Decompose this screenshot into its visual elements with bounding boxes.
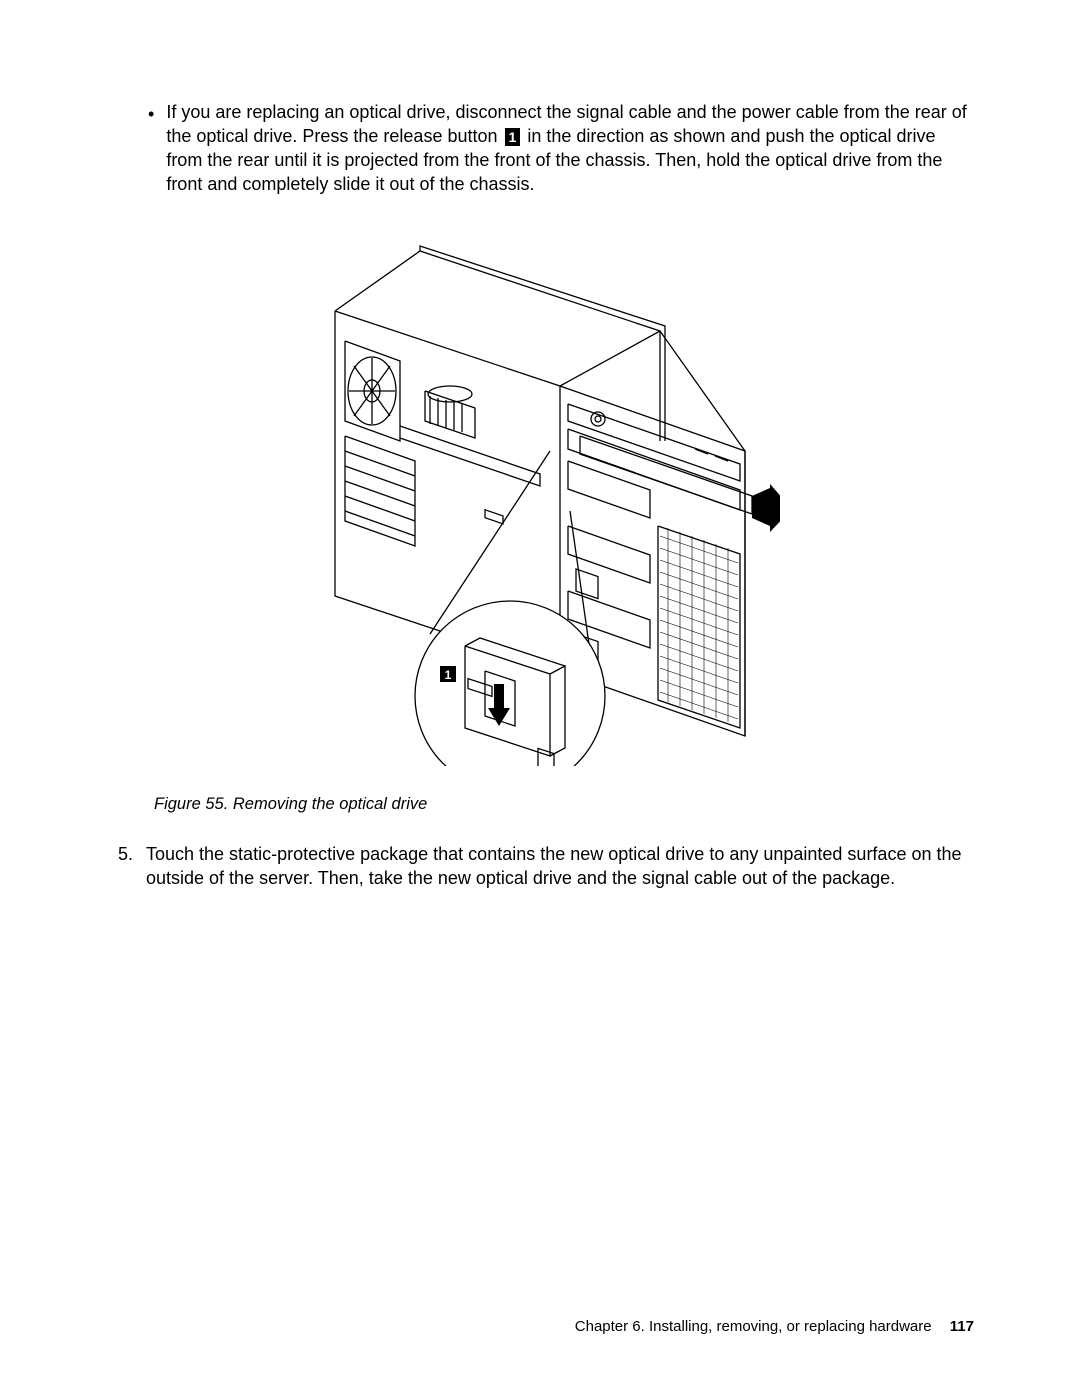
- figure-caption: Figure 55. Removing the optical drive: [154, 795, 974, 814]
- step-5: 5. Touch the static-protective package t…: [118, 842, 974, 890]
- figure-callout-label: 1: [445, 668, 452, 682]
- figure-svg: 1: [300, 226, 780, 766]
- page: • If you are replacing an optical drive,…: [0, 0, 1080, 1397]
- step-5-marker: 5.: [118, 842, 146, 866]
- page-footer: Chapter 6. Installing, removing, or repl…: [575, 1318, 974, 1335]
- step-5-text: Touch the static-protective package that…: [146, 842, 974, 890]
- footer-chapter: Chapter 6. Installing, removing, or repl…: [575, 1318, 932, 1335]
- footer-page-number: 117: [950, 1318, 974, 1335]
- bullet-item: • If you are replacing an optical drive,…: [148, 100, 974, 196]
- callout-inline: 1: [505, 128, 521, 146]
- figure-caption-prefix: Figure 55.: [154, 795, 233, 813]
- bullet-text: If you are replacing an optical drive, d…: [166, 100, 974, 196]
- bullet-marker: •: [148, 102, 154, 126]
- figure: 1: [106, 226, 974, 771]
- figure-caption-title: Removing the optical drive: [233, 795, 427, 813]
